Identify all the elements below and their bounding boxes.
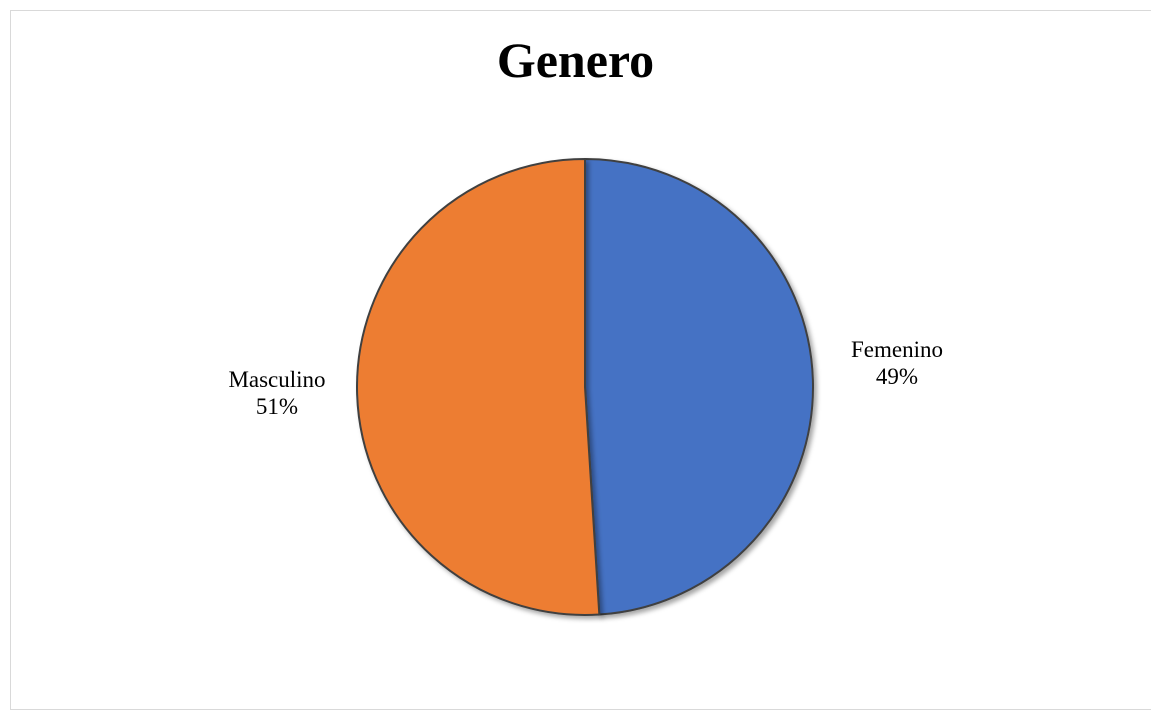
data-label-masculino: Masculino 51%: [228, 367, 325, 419]
data-label-name: Masculino: [228, 367, 325, 392]
data-label-percent: 51%: [256, 394, 298, 419]
data-label-percent: 49%: [876, 364, 918, 389]
data-label-name: Femenino: [851, 337, 943, 362]
pie-slices: [356, 157, 814, 616]
data-label-femenino: Femenino 49%: [851, 337, 943, 389]
pie-chart: Femenino 49% Masculino 51%: [228, 157, 943, 616]
chart-title: Genero: [496, 32, 655, 88]
pie-slice-femenino: [584, 157, 814, 616]
pie-labels: Femenino 49% Masculino 51%: [228, 337, 943, 419]
pie-slice-masculino: [356, 157, 601, 616]
